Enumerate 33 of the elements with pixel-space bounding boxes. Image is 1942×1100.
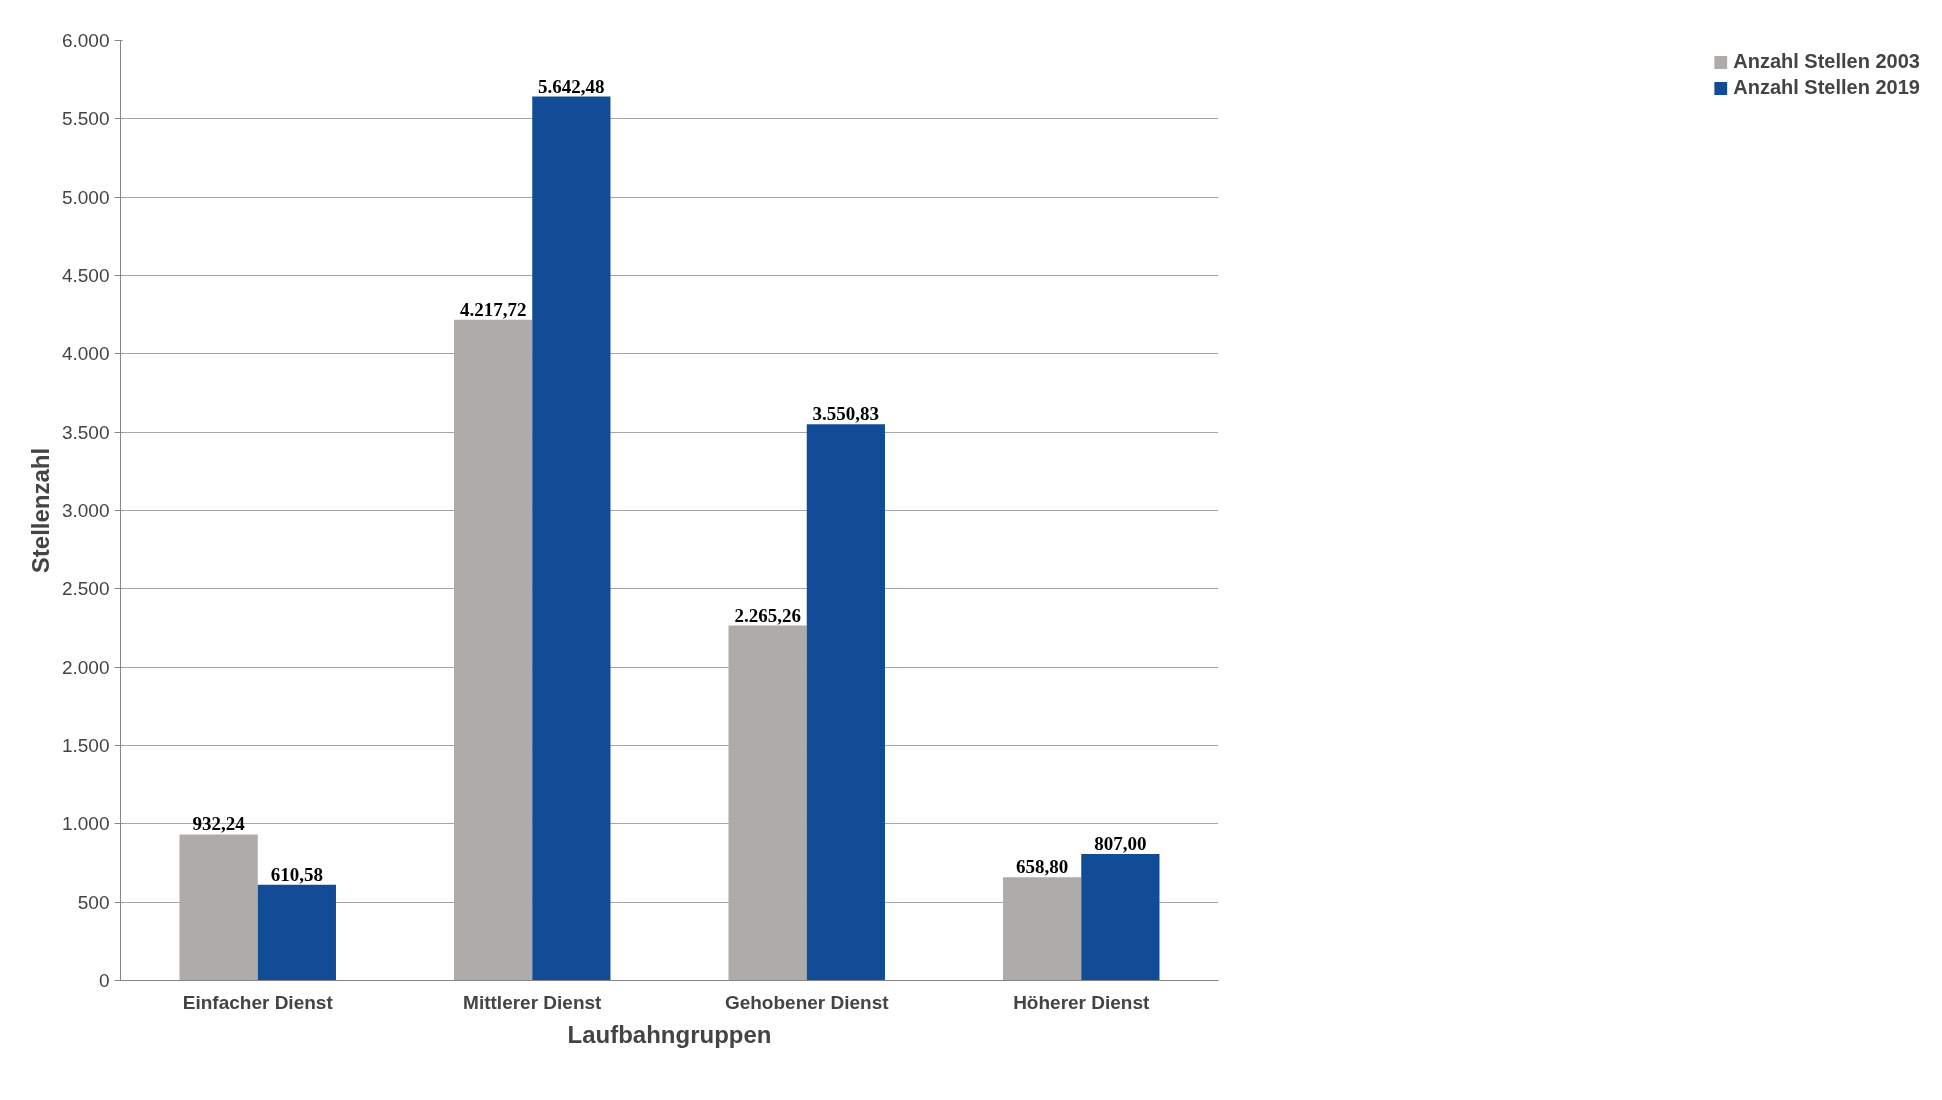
data-label: 610,58	[270, 863, 323, 885]
x-axis-title: Laufbahngruppen	[567, 1020, 772, 1048]
y-tick-label: 1.500	[61, 735, 110, 756]
legend-label: Anzahl Stellen 2003	[1733, 50, 1920, 73]
x-tick-label: Einfacher Dienst	[182, 991, 334, 1013]
data-label: 3.550,83	[812, 403, 880, 425]
data-label: 932,24	[192, 813, 246, 835]
y-tick-label: 5.500	[61, 108, 110, 130]
y-tick-label: 5.000	[61, 186, 110, 208]
bar	[1081, 854, 1160, 981]
data-label: 5.642,48	[538, 75, 605, 97]
y-axis-title: Stellenzahl	[26, 447, 54, 574]
data-label: 2.265,26	[734, 604, 801, 626]
y-tick-label: 3.000	[61, 500, 110, 521]
bar	[806, 424, 885, 981]
x-tick-label: Höherer Dienst	[1013, 991, 1151, 1013]
data-label: 4.217,72	[459, 298, 527, 320]
y-tick-label: 3.500	[61, 421, 110, 443]
data-label: 807,00	[1094, 833, 1147, 855]
y-tick-label: 1.000	[61, 813, 110, 835]
y-tick-label: 2.500	[61, 578, 110, 600]
bar	[532, 96, 611, 981]
y-tick-label: 2.000	[61, 656, 110, 678]
x-tick-label: Mittlerer Dienst	[463, 991, 603, 1013]
data-label: 658,80	[1016, 856, 1069, 878]
y-tick-label: 0	[98, 970, 110, 991]
y-tick-label: 4.500	[61, 265, 110, 286]
y-tick-label: 6.000	[61, 30, 110, 51]
x-tick-label: Gehobener Dienst	[724, 991, 890, 1013]
y-tick-label: 500	[77, 891, 110, 913]
bar	[257, 884, 336, 981]
legend-label: Anzahl Stellen 2019	[1733, 76, 1920, 99]
y-tick-label: 4.000	[61, 343, 110, 365]
